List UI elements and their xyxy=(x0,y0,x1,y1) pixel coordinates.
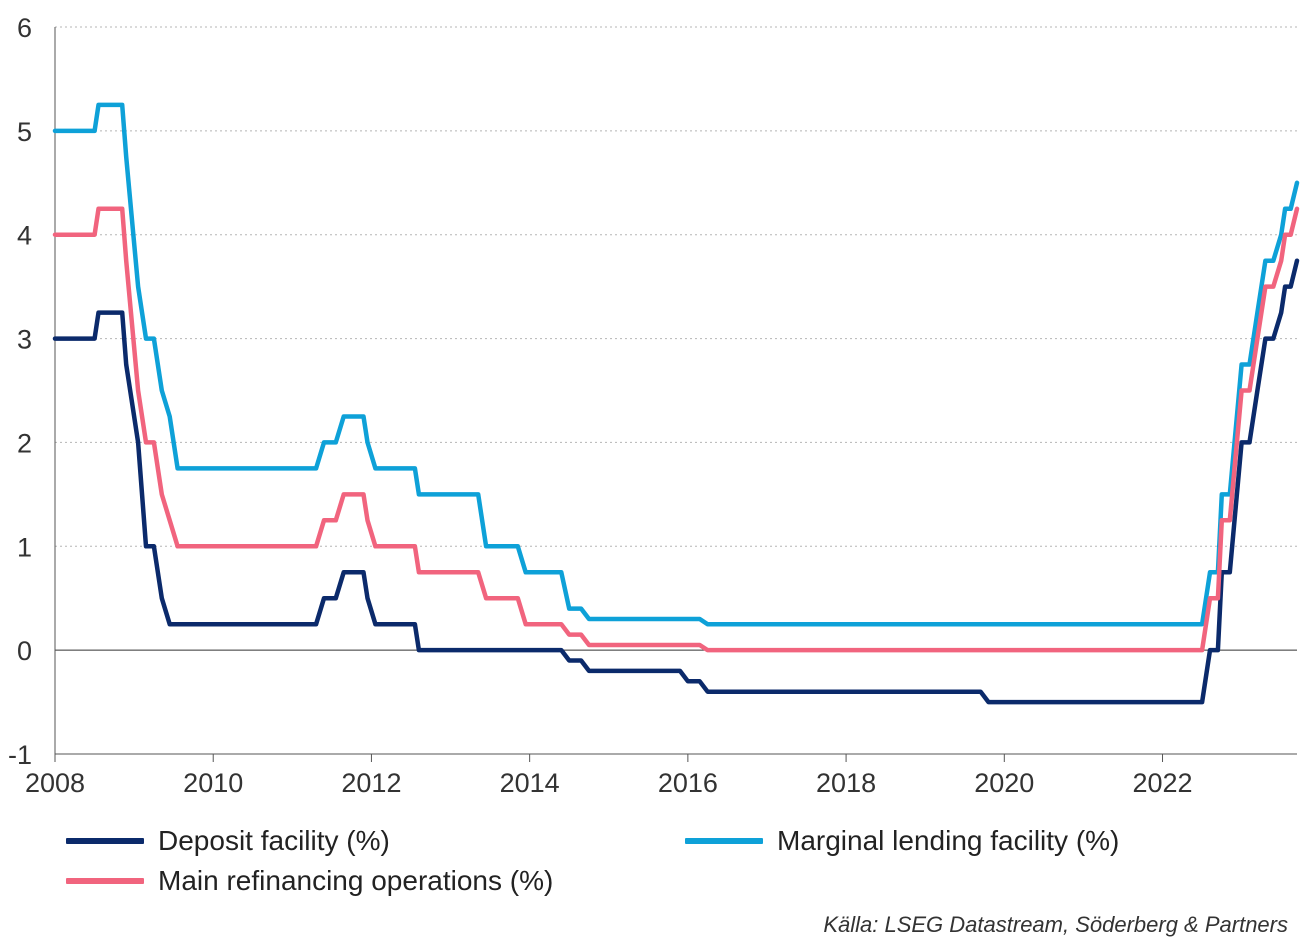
legend-label-marginal: Marginal lending facility (%) xyxy=(777,825,1120,856)
legend: Deposit facility (%) Marginal lending fa… xyxy=(0,815,1308,905)
y-tick-label: 4 xyxy=(17,221,32,251)
series-line xyxy=(52,102,1300,627)
y-tick-label: 1 xyxy=(17,532,32,562)
y-tick-label: 2 xyxy=(17,428,32,458)
x-tick-label: 2020 xyxy=(974,768,1034,798)
y-tick-label: -1 xyxy=(8,740,32,770)
legend-label-main: Main refinancing operations (%) xyxy=(158,865,554,896)
legend-item-deposit: Deposit facility (%) xyxy=(66,819,390,863)
tick-labels: -1 0 1 2 3 4 5 6 2008 2010 2012 2014 2016 2018 2020 202… xyxy=(8,13,1193,798)
series-line xyxy=(52,258,1300,705)
x-tick-label: 2016 xyxy=(658,768,718,798)
x-tick-label: 2008 xyxy=(25,768,85,798)
x-tick-label: 2018 xyxy=(816,768,876,798)
y-tick-label: 6 xyxy=(17,13,32,43)
series-lines xyxy=(52,102,1300,705)
legend-label-deposit: Deposit facility (%) xyxy=(158,825,390,856)
x-tick-label: 2014 xyxy=(500,768,560,798)
legend-swatch-marginal xyxy=(685,838,763,844)
x-tick-label: 2010 xyxy=(183,768,243,798)
y-tick-label: 5 xyxy=(17,117,32,147)
y-tick-label: 0 xyxy=(17,636,32,666)
x-tick-label: 2022 xyxy=(1132,768,1192,798)
grid-lines xyxy=(55,26,1297,547)
line-chart: -1 0 1 2 3 4 5 6 2008 2010 2012 2014 2016 2018 2020 202… xyxy=(8,13,1300,798)
legend-item-marginal: Marginal lending facility (%) xyxy=(685,819,1119,863)
x-tick-label: 2012 xyxy=(341,768,401,798)
legend-swatch-main xyxy=(66,878,144,884)
source-note: Källa: LSEG Datastream, Söderberg & Part… xyxy=(823,912,1288,937)
series-line xyxy=(52,206,1300,653)
legend-swatch-deposit xyxy=(66,838,144,844)
y-tick-label: 3 xyxy=(17,325,32,355)
legend-item-main: Main refinancing operations (%) xyxy=(66,859,553,903)
